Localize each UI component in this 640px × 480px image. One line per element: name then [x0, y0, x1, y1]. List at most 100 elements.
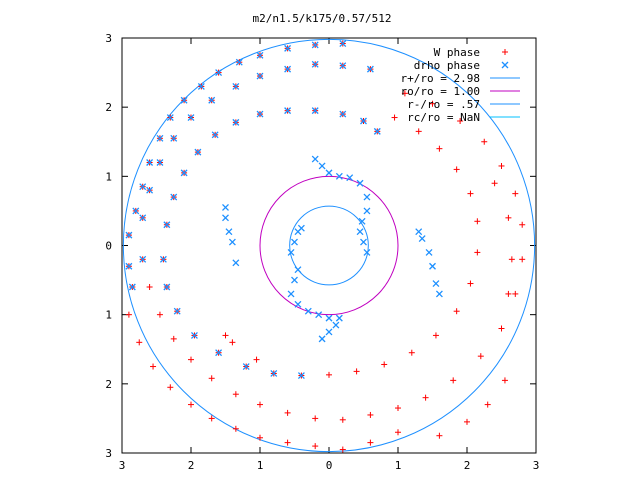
drho-phase-point — [232, 118, 240, 126]
legend-label: r+/ro = 2.98 — [401, 72, 480, 85]
drho-phase-point — [235, 58, 243, 66]
y-tick-label: 1 — [105, 170, 112, 183]
drho-phase-point — [170, 134, 178, 142]
w-phase-point — [367, 439, 374, 446]
drho-phase-point — [363, 207, 371, 215]
drho-phase-point — [291, 276, 298, 284]
drho-phase-point — [360, 117, 367, 125]
legend-label: ro/ro = 1.00 — [401, 85, 480, 98]
w-phase-point — [401, 90, 408, 97]
w-phase-point — [381, 361, 388, 368]
drho-phase-point — [180, 96, 188, 104]
drho-phase-point — [287, 248, 295, 256]
w-phase-point — [453, 166, 460, 173]
drho-phase-point — [208, 96, 216, 104]
drho-phase-point — [256, 51, 264, 59]
drho-phase-point — [139, 255, 147, 263]
drho-phase-point — [415, 228, 423, 236]
drho-phase-point — [166, 114, 174, 122]
circle-ro-ro — [259, 175, 399, 316]
x-tick-label: 0 — [326, 459, 333, 472]
drho-phase-point — [190, 331, 198, 339]
drho-phase-point — [346, 174, 354, 182]
legend-label: r-/ro = .57 — [407, 98, 480, 111]
w-phase-point — [498, 325, 505, 332]
w-phase-point — [467, 280, 474, 287]
w-phase-point — [312, 415, 319, 422]
w-phase-point — [367, 411, 374, 418]
legend-label: W phase — [434, 46, 480, 59]
drho-phase-point — [294, 300, 302, 308]
circle-r-ro — [122, 38, 536, 453]
w-phase-point — [474, 218, 481, 225]
w-phase-point — [326, 371, 332, 378]
legend-cross-marker — [501, 61, 509, 69]
w-phase-point — [208, 415, 215, 422]
drho-phase-point — [325, 314, 333, 322]
radius-circles — [122, 38, 536, 453]
chart-title: m2/n1.5/k175/0.57/512 — [252, 12, 391, 25]
x-tick-label: 1 — [257, 459, 264, 472]
drho-phase-point — [297, 372, 305, 379]
drho-phase-point — [256, 72, 264, 80]
w-phase-point — [508, 256, 515, 263]
drho-phase-point — [156, 134, 164, 142]
y-tick-label: 1 — [105, 309, 112, 322]
x-tick-label: 2 — [188, 459, 195, 472]
drho-phase-point — [339, 40, 347, 47]
drho-phase-point — [287, 290, 295, 298]
drho-phase-point — [432, 280, 440, 288]
w-phase-point — [505, 214, 512, 221]
w-phase-point — [429, 100, 436, 107]
drho-phase-point — [180, 169, 188, 177]
drho-phase-point — [418, 235, 426, 243]
w-phase-point — [136, 339, 143, 346]
w-phase-point — [284, 409, 291, 416]
w-phase-point — [188, 401, 194, 408]
legend-label: drho phase — [414, 59, 480, 72]
drho-phase-point — [228, 238, 236, 246]
drho-phase-point — [325, 328, 333, 336]
w-phase-point — [512, 190, 519, 197]
drho-phase-point — [335, 172, 343, 180]
w-phase-point — [339, 416, 346, 423]
drho-phase-point — [360, 238, 367, 246]
phase-points — [125, 40, 526, 453]
drho-phase-point — [173, 307, 181, 315]
w-phase-point — [481, 138, 488, 145]
x-tick-label: 1 — [395, 459, 402, 472]
drho-phase-point — [339, 62, 347, 70]
y-tick-label: 2 — [105, 378, 112, 391]
drho-phase-point — [294, 266, 302, 274]
w-phase-point — [436, 432, 443, 439]
drho-phase-point — [425, 248, 433, 256]
legend-plus-marker — [502, 49, 508, 55]
drho-phase-point — [215, 349, 223, 357]
w-phase-point — [232, 391, 239, 398]
drho-phase-point — [291, 238, 298, 246]
y-tick-label: 3 — [105, 447, 112, 460]
w-phase-point — [146, 284, 153, 290]
y-tick-label: 2 — [105, 101, 112, 114]
w-phase-point — [125, 311, 132, 318]
w-phase-point — [436, 145, 443, 152]
w-phase-point — [501, 377, 508, 384]
drho-phase-point — [284, 44, 292, 52]
drho-phase-point — [358, 217, 366, 225]
w-phase-point — [257, 401, 263, 408]
drho-phase-point — [366, 65, 374, 73]
drho-phase-point — [222, 214, 229, 222]
w-phase-point — [188, 356, 194, 363]
w-phase-point — [353, 368, 360, 375]
legend-label: rc/ro = NaN — [407, 111, 480, 124]
drho-phase-point — [311, 107, 319, 115]
w-phase-point — [156, 311, 163, 318]
drho-phase-point — [284, 65, 292, 73]
drho-phase-point — [139, 183, 147, 191]
w-phase-point — [395, 429, 401, 436]
w-phase-point — [170, 335, 177, 342]
w-phase-point — [474, 249, 481, 256]
w-phase-point — [408, 349, 415, 356]
